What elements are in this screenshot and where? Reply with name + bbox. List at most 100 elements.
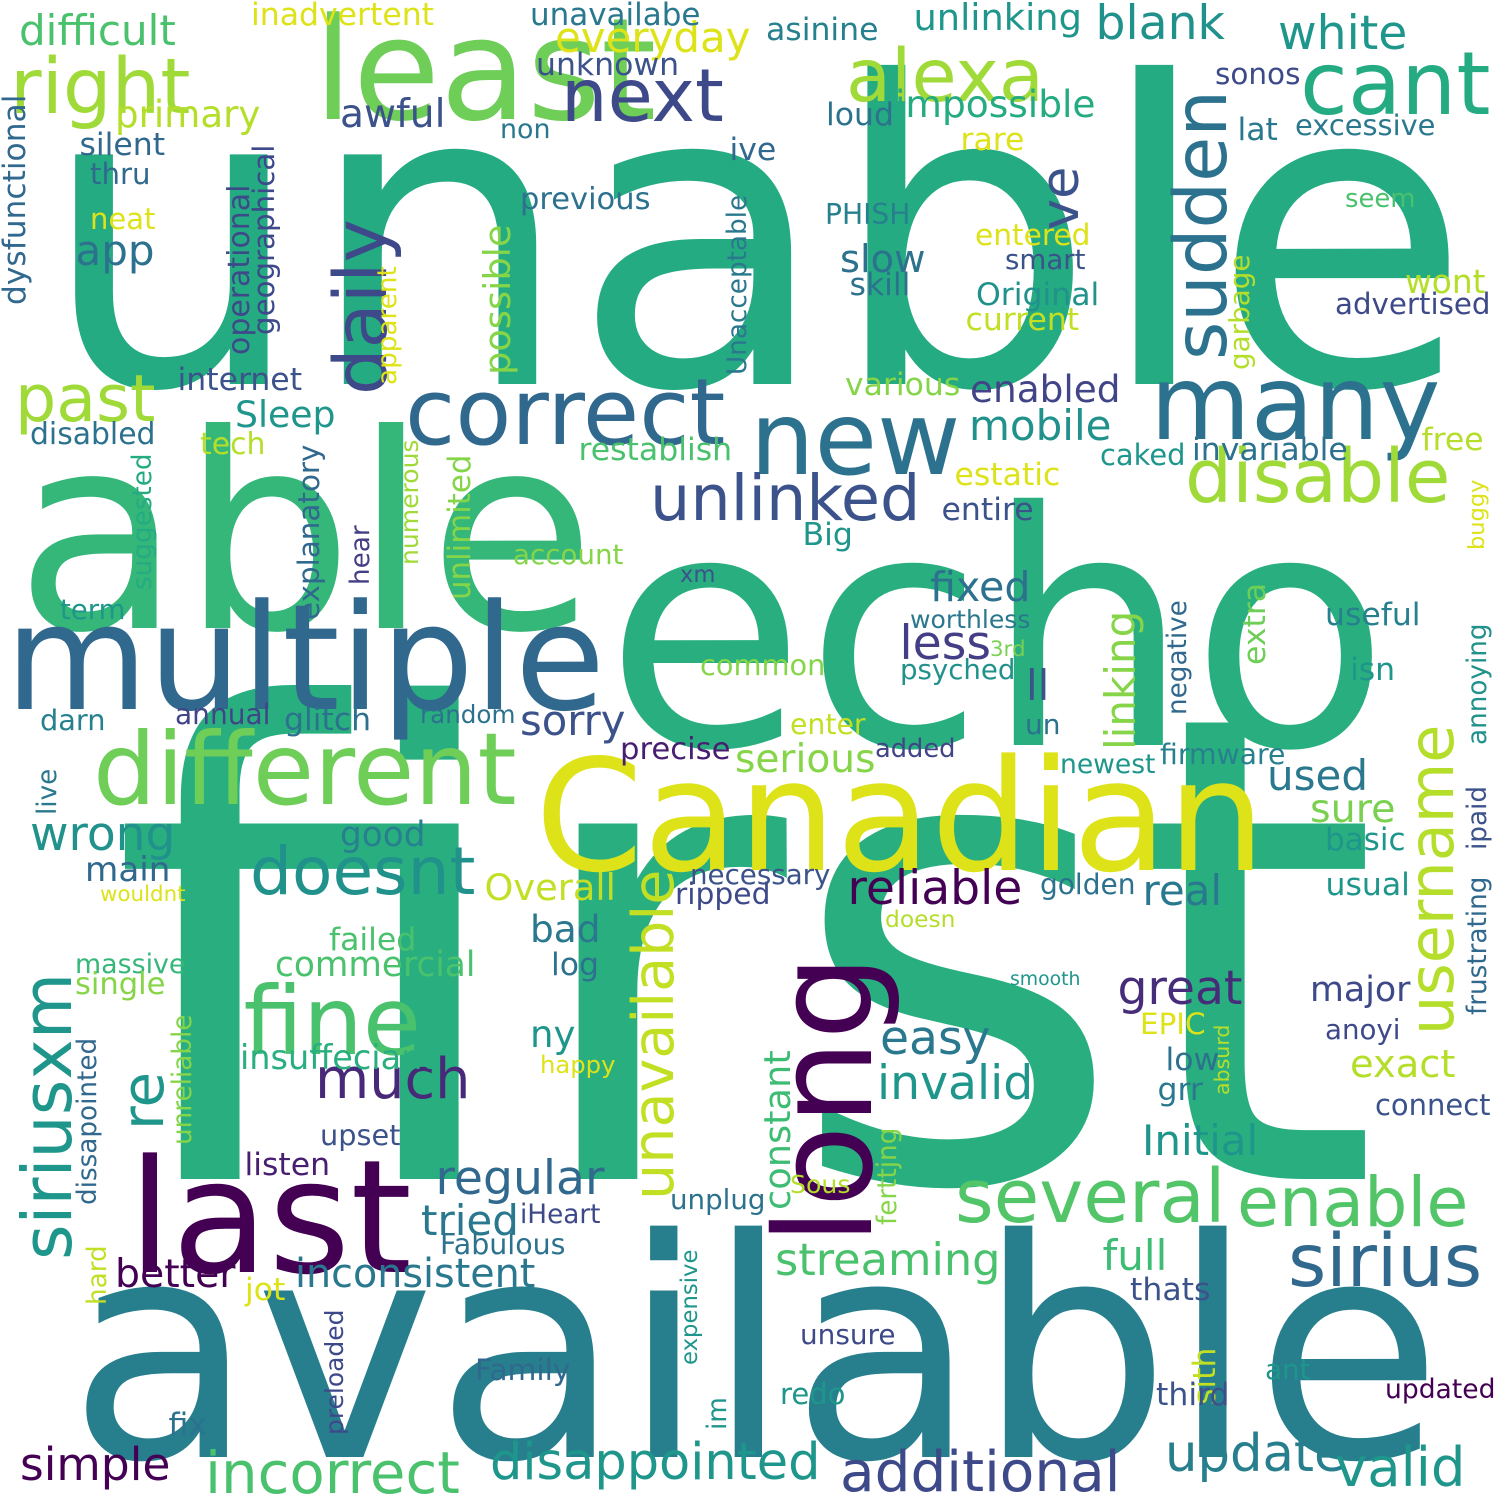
word: iHeart [520, 1199, 601, 1230]
word: full [1102, 1231, 1168, 1280]
word: estatic [954, 457, 1061, 493]
word: caked [1100, 437, 1186, 472]
word: annoying [1463, 623, 1493, 745]
word: isn [1350, 652, 1396, 688]
word: golden [1040, 867, 1136, 901]
word: main [85, 849, 171, 890]
word: enter [790, 707, 866, 741]
word: unavailabe [530, 0, 701, 33]
word: darn [40, 702, 106, 737]
word: enabled [970, 367, 1121, 412]
word: single [75, 967, 166, 1002]
word: extra [1237, 582, 1273, 665]
word: necessary [690, 858, 831, 892]
word: unavailable [621, 869, 688, 1200]
word: difficult [19, 6, 176, 55]
word: blank [1095, 0, 1225, 51]
word: listen [244, 1147, 331, 1183]
word: internet [177, 362, 303, 398]
word: unlinked [650, 462, 921, 537]
word: correct [405, 358, 726, 466]
word: disable [1185, 433, 1451, 521]
word: streaming [775, 1233, 1001, 1286]
word: different [93, 711, 517, 828]
word: ipaid [1463, 786, 1493, 850]
word: disappointed [490, 1433, 821, 1492]
word: negative [1163, 600, 1193, 715]
word: unlimited [442, 454, 478, 600]
word: good [340, 814, 426, 855]
word: geographical [247, 144, 282, 335]
word: unable [39, 0, 1471, 484]
word: im [703, 1397, 733, 1430]
word: ny [530, 1013, 576, 1057]
word: wrong [30, 807, 176, 863]
word: upset [320, 1117, 401, 1152]
word: failed [329, 922, 417, 958]
word: entered [975, 217, 1091, 253]
word: echo [605, 443, 1390, 822]
word: fine [243, 967, 422, 1077]
word: right [10, 43, 191, 132]
word: better [115, 1251, 236, 1298]
word: account [513, 538, 624, 572]
word: awful [340, 92, 446, 138]
word: preloaded [319, 1309, 349, 1435]
word: dissapointed [73, 1037, 103, 1205]
word: seem [1345, 184, 1416, 215]
word: everyday [555, 12, 751, 62]
word: new [750, 380, 961, 500]
word: ant [1265, 1353, 1311, 1387]
word: silent [79, 127, 166, 163]
word: explanatory [292, 444, 327, 620]
word: several [955, 1153, 1226, 1241]
word: frustrating [1463, 876, 1493, 1015]
word: sonos [1215, 57, 1301, 92]
word: skill [849, 267, 911, 303]
word: various [845, 367, 961, 403]
word: inadvertent [251, 0, 435, 33]
word: many [1150, 344, 1441, 465]
word: excessive [1295, 107, 1436, 142]
word: incorrect [205, 1439, 460, 1500]
word: happy [540, 1049, 616, 1079]
word: rare [960, 122, 1025, 158]
word: first [110, 576, 1381, 1333]
word: free [1421, 422, 1484, 458]
word: invalid [877, 1056, 1034, 1111]
word: Family [475, 1352, 571, 1388]
word: ive [729, 132, 777, 168]
word: wouldnt [100, 882, 186, 908]
word: Original [976, 277, 1100, 313]
word: used [1267, 751, 1369, 800]
word: PHISH [825, 197, 911, 231]
word: major [1310, 969, 1411, 1010]
word: additional [840, 1440, 1121, 1500]
word: hard [83, 1245, 113, 1305]
word: massive [75, 948, 186, 980]
word: non [500, 113, 551, 145]
word: firmware [1160, 737, 1286, 771]
word: updated [1385, 1373, 1496, 1405]
word: Overall [484, 866, 616, 909]
word: insuffeciant [240, 1037, 436, 1077]
word: sure [1310, 786, 1396, 833]
word: inconsistent [295, 1251, 536, 1298]
word: third [1156, 1377, 1230, 1413]
word: asinine [766, 12, 879, 48]
word: unplug [670, 1183, 766, 1217]
word: enable [1237, 1164, 1469, 1243]
word: ripped [675, 877, 771, 913]
word: past [15, 362, 156, 438]
word: serious [735, 737, 876, 783]
word: restablish [578, 432, 733, 468]
word: simple [20, 1438, 171, 1492]
word: expensive [676, 1249, 703, 1365]
word: alexa [846, 34, 1044, 119]
word: sorry [520, 696, 626, 745]
word: doesnt [250, 833, 476, 911]
word: unknown [536, 47, 680, 83]
word: exact [1350, 1041, 1456, 1087]
word: xm [680, 561, 716, 588]
word: disabled [30, 417, 156, 453]
